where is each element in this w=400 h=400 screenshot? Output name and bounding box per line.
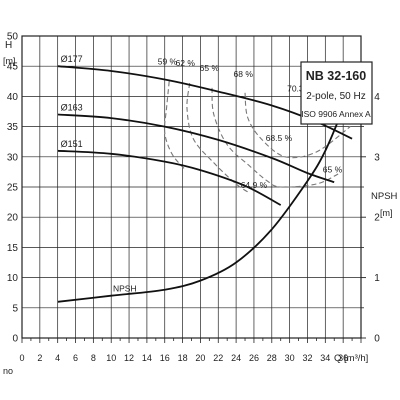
npsh-curve — [57, 108, 345, 303]
y-tick-label: 15 — [7, 243, 19, 254]
x-tick-label: 6 — [73, 353, 78, 363]
x-tick-label: 16 — [160, 353, 170, 363]
x-tick-label: 36 — [338, 353, 348, 363]
efficiency-label: 68.5 % — [266, 133, 293, 143]
x-tick-label: 24 — [231, 353, 241, 363]
x-axis-label: Q [m³/h] — [334, 353, 368, 364]
npsh-curve-group: NPSH — [57, 108, 345, 303]
efficiency-label: 59 % — [158, 56, 178, 66]
y-tick-label: 25 — [7, 183, 19, 194]
x-tick-label: 14 — [142, 353, 152, 363]
head-curve — [57, 149, 282, 206]
head-curve-label: Ø151 — [61, 139, 83, 149]
npsh-tick-label: 1 — [374, 273, 380, 284]
efficiency-label: 68 % — [234, 69, 254, 79]
y-axis-unit: [m] — [3, 56, 16, 66]
efficiency-contours — [163, 81, 351, 194]
x-tick-label: 32 — [302, 353, 312, 363]
x-tick-label: 8 — [91, 353, 96, 363]
y-tick-label: 0 — [12, 334, 18, 345]
head-curve-label: Ø163 — [61, 103, 83, 113]
npsh-tick-label: 2 — [374, 213, 380, 224]
efficiency-contour — [163, 81, 185, 170]
x-tick-label: 30 — [285, 353, 295, 363]
npsh-tick-label: 4 — [374, 92, 380, 103]
head-curve-label: Ø177 — [61, 54, 83, 64]
title-box: NB 32-160 2-pole, 50 Hz ISO 9906 Annex A — [300, 61, 373, 125]
npsh-tick-label: 3 — [374, 152, 380, 163]
y-tick-label: 5 — [12, 303, 18, 314]
npsh-axis-unit: [m] — [380, 208, 393, 218]
efficiency-contour — [186, 83, 250, 194]
y-tick-label: 30 — [7, 152, 19, 163]
x-tick-label: 20 — [195, 353, 205, 363]
x-tick-label: 28 — [267, 353, 277, 363]
efficiency-label: 65 % — [323, 165, 343, 175]
x-tick-label: 10 — [106, 353, 116, 363]
y-axis-label: H — [5, 40, 12, 51]
head-curve — [57, 113, 335, 184]
bottom-left-fragment: no — [3, 366, 13, 376]
x-tick-label: 4 — [55, 353, 60, 363]
efficiency-label: 65 % — [200, 63, 220, 73]
y-tick-label: 40 — [7, 92, 19, 103]
y-tick-label: 50 — [7, 32, 19, 43]
npsh-tick-label: 0 — [374, 334, 380, 345]
npsh-curve-label: NPSH — [113, 284, 137, 294]
x-tick-label: 22 — [213, 353, 223, 363]
plot-frame — [21, 35, 362, 339]
y-tick-label: 10 — [7, 273, 19, 284]
x-tick-label: 2 — [37, 353, 42, 363]
x-tick-label: 34 — [320, 353, 330, 363]
efficiency-label: 62 % — [176, 58, 196, 68]
npsh-axis-label: NPSH — [371, 191, 398, 202]
x-tick-label: 12 — [124, 353, 134, 363]
chart-info-line-2: ISO 9906 Annex A — [301, 109, 371, 119]
x-tick-label: 18 — [178, 353, 188, 363]
chart-info-line-1: 2-pole, 50 Hz — [306, 91, 365, 102]
efficiency-label: 64.9 % — [241, 180, 268, 190]
chart-title: NB 32-160 — [306, 69, 366, 83]
x-tick-label: 26 — [249, 353, 259, 363]
efficiency-contour — [244, 92, 351, 159]
y-tick-label: 45 — [7, 62, 19, 73]
efficiency-contour — [211, 87, 339, 188]
x-tick-label: 0 — [19, 353, 24, 363]
y-tick-label: 35 — [7, 122, 19, 133]
y-tick-label: 20 — [7, 213, 19, 224]
